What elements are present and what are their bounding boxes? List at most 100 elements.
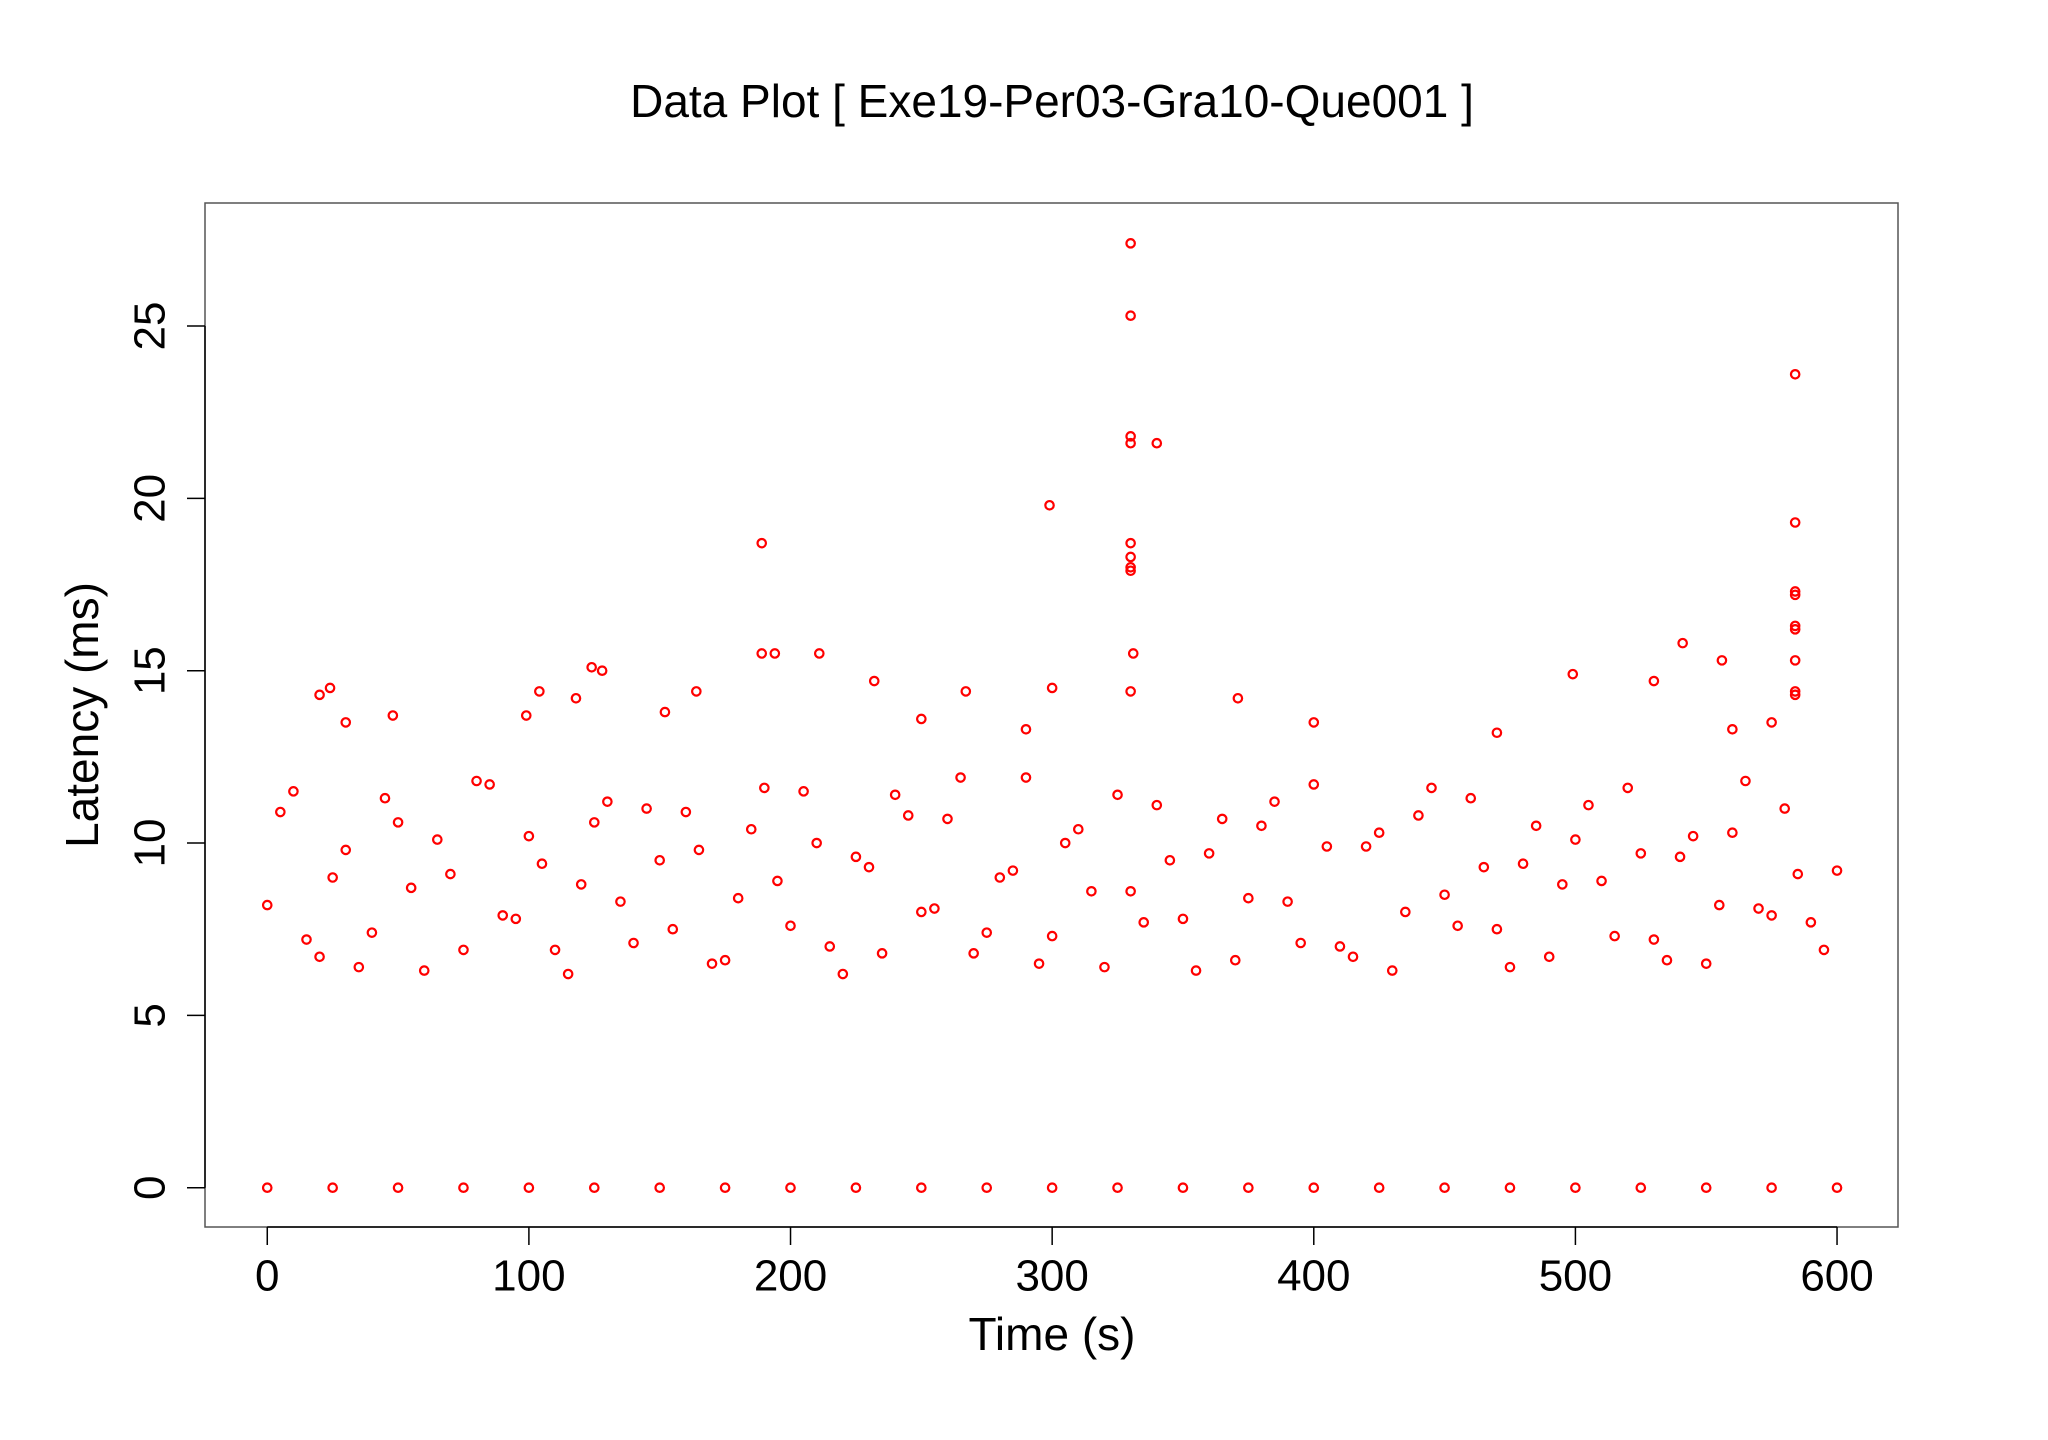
- point: [1635, 1182, 1647, 1194]
- point: [916, 1182, 927, 1194]
- x-tick-label: 0: [255, 1252, 279, 1301]
- point: [968, 948, 979, 959]
- point: [1216, 813, 1228, 825]
- point: [353, 961, 365, 973]
- point: [314, 689, 325, 701]
- point: [981, 1182, 993, 1194]
- point: [458, 944, 469, 956]
- point: [615, 896, 626, 907]
- point: [654, 1182, 666, 1194]
- x-tick-label: 600: [1800, 1252, 1873, 1301]
- point: [1517, 858, 1529, 870]
- point: [1530, 820, 1542, 832]
- point: [1164, 854, 1176, 866]
- point: [1789, 689, 1801, 701]
- point: [1648, 675, 1660, 687]
- point: [1789, 368, 1801, 380]
- point: [929, 903, 940, 914]
- point: [1779, 803, 1791, 814]
- point: [1700, 958, 1712, 969]
- point: [1478, 861, 1490, 873]
- point: [1046, 682, 1058, 694]
- point: [1714, 899, 1725, 911]
- point: [1232, 692, 1244, 704]
- x-tick-label: 400: [1277, 1252, 1350, 1301]
- point: [523, 1182, 535, 1194]
- point: [1112, 789, 1123, 801]
- y-axis-title: Latency (ms): [56, 582, 108, 848]
- point: [1044, 499, 1055, 511]
- point: [1567, 668, 1579, 680]
- point: [654, 854, 666, 866]
- point: [1125, 238, 1136, 249]
- point: [536, 858, 548, 870]
- point: [1125, 551, 1136, 563]
- point: [1648, 934, 1660, 945]
- point: [1308, 717, 1320, 728]
- point: [1073, 823, 1084, 835]
- point: [811, 837, 822, 849]
- point: [523, 830, 535, 842]
- point: [510, 913, 522, 925]
- point: [589, 1182, 600, 1194]
- point: [889, 789, 901, 801]
- point: [850, 1182, 862, 1194]
- x-tick-label: 100: [492, 1252, 565, 1301]
- point: [1373, 1182, 1385, 1194]
- point: [1125, 537, 1136, 549]
- point: [1046, 930, 1058, 942]
- point: [667, 923, 679, 935]
- point: [772, 875, 783, 887]
- point: [981, 927, 993, 938]
- point: [1308, 1182, 1320, 1194]
- point: [628, 937, 639, 949]
- point: [1177, 1182, 1189, 1194]
- point: [756, 648, 768, 659]
- point: [824, 941, 836, 952]
- point: [1347, 951, 1359, 963]
- point: [1046, 1182, 1058, 1194]
- point: [1789, 586, 1801, 597]
- point: [1426, 782, 1437, 794]
- point: [1007, 865, 1019, 876]
- point: [1491, 923, 1503, 935]
- point: [261, 899, 273, 911]
- point: [876, 948, 888, 959]
- x-tick-label: 500: [1539, 1252, 1612, 1301]
- point: [340, 844, 352, 856]
- point: [1386, 965, 1398, 976]
- point: [659, 706, 671, 718]
- point: [902, 810, 914, 821]
- point: [392, 1182, 404, 1194]
- y-tick-label: 10: [126, 819, 175, 868]
- point: [1086, 885, 1097, 897]
- point: [1125, 686, 1136, 697]
- point: [1138, 917, 1150, 928]
- point: [1805, 917, 1817, 928]
- point: [562, 968, 574, 980]
- point: [392, 817, 404, 828]
- point: [1818, 944, 1830, 956]
- point: [1716, 655, 1728, 666]
- point: [916, 906, 927, 918]
- point: [1583, 799, 1594, 811]
- point: [471, 775, 482, 787]
- point: [1557, 879, 1568, 890]
- point: [785, 920, 796, 932]
- point: [1177, 913, 1189, 925]
- point: [706, 958, 718, 969]
- point: [324, 682, 336, 694]
- point: [575, 879, 587, 890]
- point: [1504, 1182, 1516, 1194]
- point: [1125, 310, 1136, 322]
- point: [1125, 437, 1136, 449]
- point: [589, 817, 600, 828]
- point: [340, 717, 352, 728]
- point: [314, 951, 325, 963]
- x-tick-label: 300: [1015, 1252, 1088, 1301]
- point: [1373, 827, 1385, 839]
- point: [756, 537, 768, 549]
